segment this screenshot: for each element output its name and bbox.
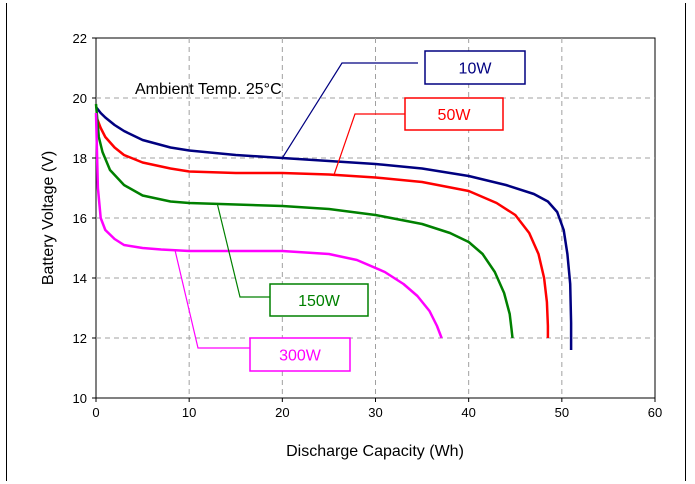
x-tick-label: 10 [182,405,196,420]
label-box-50W [404,97,504,131]
label-box-10W [424,50,526,85]
y-tick-label: 22 [73,31,87,46]
leader-line-300W [174,250,250,349]
y-tick-label: 20 [73,91,87,106]
x-axis-label: Discharge Capacity (Wh) [286,443,464,460]
label-box-150W [269,283,369,317]
series-label-50W: 50W [438,107,472,124]
series-label-300W: 300W [279,348,322,365]
series-line-50W [94,115,550,338]
chart-frame [6,3,686,481]
y-tick-label: 18 [73,151,87,166]
y-tick-label: 14 [73,271,87,286]
x-tick-label: 30 [368,405,382,420]
ambient-temp-annotation: Ambient Temp. 25°C [135,81,282,98]
x-tick-label: 60 [648,405,662,420]
y-tick-label: 16 [73,211,87,226]
series-line-300W [94,112,443,339]
label-box-300W [249,337,351,372]
x-tick-label: 20 [275,405,289,420]
leader-line-50W [333,113,405,177]
x-tick-label: 40 [461,405,475,420]
series-line-150W [94,103,514,339]
leader-line-150W [216,202,270,298]
y-axis-label: Battery Voltage (V) [40,151,57,285]
y-tick-label: 10 [73,391,87,406]
x-tick-label: 50 [555,405,569,420]
leader-line-10W [281,62,418,159]
series-lines [94,103,573,350]
series-line-10W [95,106,573,350]
x-tick-label: 0 [92,405,99,420]
y-tick-label: 12 [73,331,87,346]
series-label-150W: 150W [298,293,341,310]
axis-ticks: 0 10 20 30 40 50 60 10 12 14 16 18 20 22 [73,31,663,420]
series-label-10W: 10W [459,61,493,78]
series-labels: 10W 50W 150W 300W [174,50,526,372]
